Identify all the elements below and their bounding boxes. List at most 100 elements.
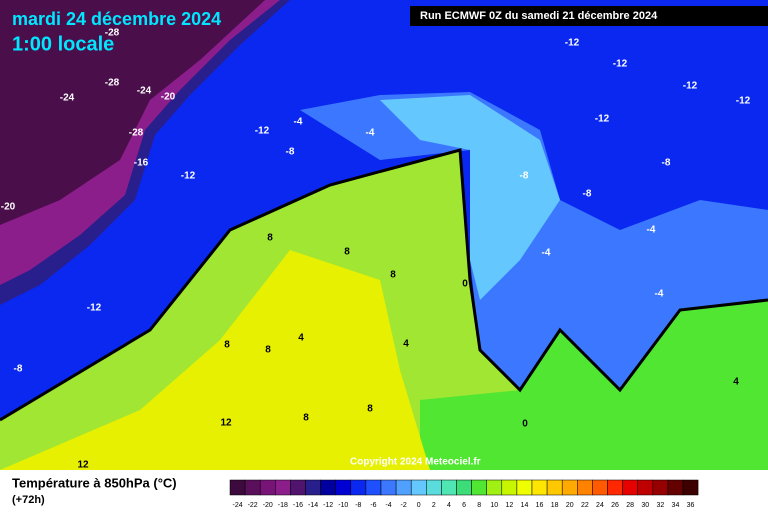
contour-label: -12 (255, 126, 270, 137)
contour-label: -8 (662, 158, 671, 169)
scale-swatch (456, 479, 472, 496)
contour-label: 8 (390, 270, 396, 281)
scale-swatch (471, 479, 487, 496)
scale-label: 28 (626, 502, 634, 509)
scale-label: -12 (323, 502, 333, 509)
scale-label: -10 (338, 502, 348, 509)
scale-label: 18 (551, 502, 559, 509)
contour-label: -8 (520, 171, 529, 182)
scale-swatch (546, 479, 563, 496)
scale-swatch (622, 479, 638, 496)
contour-label: -24 (60, 93, 75, 104)
scale-label: 20 (566, 502, 574, 509)
contour-label: -4 (294, 117, 303, 128)
contour-label: -28 (105, 78, 120, 89)
contour-label: 8 (267, 233, 273, 244)
scale-label: 14 (521, 502, 529, 509)
scale-swatch (275, 479, 291, 496)
contour-label: -12 (565, 38, 580, 49)
scale-label: 16 (536, 502, 544, 509)
scale-swatch (667, 479, 684, 496)
legend-title: Température à 850hPa (°C) (12, 475, 177, 490)
scale-label: 22 (581, 502, 589, 509)
copyright: Copyright 2024 Meteociel.fr (350, 457, 481, 468)
scale-swatch (637, 479, 654, 496)
scale-label: -22 (248, 502, 258, 509)
color-scale: -24 -22 -20 -18 -16 -14 -12 -10 -8 -6 -4 -2 0 2 4 6 8 10 1… (229, 479, 699, 509)
contour-label: -12 (87, 303, 102, 314)
scale-label: 32 (656, 502, 664, 509)
contour-label: 0 (462, 279, 468, 290)
scale-label: -20 (263, 502, 273, 509)
scale-label: -4 (385, 502, 391, 509)
contour-label: 8 (224, 340, 230, 351)
scale-label: -18 (278, 502, 288, 509)
scale-label: -6 (370, 502, 376, 509)
scale-swatch (380, 479, 397, 496)
scale-label: 8 (477, 502, 481, 509)
scale-swatch (682, 479, 699, 496)
contour-label: 8 (344, 247, 350, 258)
scale-swatch (365, 479, 382, 496)
date-title: mardi 24 décembre 2024 (12, 9, 221, 29)
scale-swatch (305, 479, 321, 496)
scale-label: 30 (641, 502, 649, 509)
time-title: 1:00 locale (12, 33, 114, 55)
scale-label: -8 (355, 502, 361, 509)
scale-swatch (244, 479, 261, 496)
contour-label: -12 (181, 171, 196, 182)
scale-label: -2 (401, 502, 407, 509)
scale-swatch (350, 479, 367, 496)
scale-swatch (441, 479, 457, 496)
contour-label: -4 (366, 128, 375, 139)
contour-label: -16 (134, 158, 149, 169)
contour-label: 8 (303, 413, 309, 424)
scale-label: 10 (490, 502, 498, 509)
scale-swatch (501, 479, 518, 496)
contour-label: 8 (367, 404, 373, 415)
run-info: Run ECMWF 0Z du samedi 21 décembre 2024 (420, 10, 658, 22)
contour-label: -28 (105, 28, 120, 39)
contour-label: -4 (655, 289, 664, 300)
scale-swatch (410, 479, 427, 496)
scale-label: 0 (417, 502, 421, 509)
scale-swatch (395, 479, 412, 496)
contour-label: 4 (298, 333, 304, 344)
scale-label: 36 (687, 502, 695, 509)
contour-label: 12 (77, 460, 89, 471)
contour-label: -12 (736, 96, 751, 107)
scale-swatch (259, 479, 276, 496)
contour-label: -20 (1, 202, 16, 213)
scale-label: 24 (596, 502, 604, 509)
contour-label: -8 (583, 189, 592, 200)
scale-swatch (229, 479, 246, 496)
scale-label: 2 (432, 502, 436, 509)
contour-label: 4 (733, 377, 739, 388)
scale-label: -24 (232, 502, 242, 509)
contour-label: 4 (403, 339, 409, 350)
contour-label: -4 (542, 248, 551, 259)
scale-label: 4 (447, 502, 451, 509)
contour-label: 0 (522, 419, 528, 430)
scale-swatch (320, 479, 336, 496)
scale-swatch (577, 479, 593, 496)
contour-labels: -28 -28 -24 -24 -20 -28 -16 -12 -20 -12 -8 -12 -4 -8 -… (1, 28, 751, 471)
scale-label: 12 (505, 502, 513, 509)
scale-swatch (516, 479, 533, 496)
run-banner (410, 6, 768, 26)
contour-label: -12 (595, 114, 610, 125)
scale-label: 34 (672, 502, 680, 509)
scale-label: -16 (293, 502, 303, 509)
contour-label: -20 (161, 92, 176, 103)
scale-label: 26 (611, 502, 619, 509)
scale-swatch (426, 479, 442, 496)
contour-label: -4 (647, 225, 656, 236)
contour-label: -12 (613, 59, 628, 70)
scale-label: 6 (462, 502, 466, 509)
scale-label: -14 (308, 502, 318, 509)
contour-label: -24 (137, 86, 152, 97)
contour-label: -8 (286, 147, 295, 158)
scale-swatch (652, 479, 669, 496)
contour-label: -12 (683, 81, 698, 92)
